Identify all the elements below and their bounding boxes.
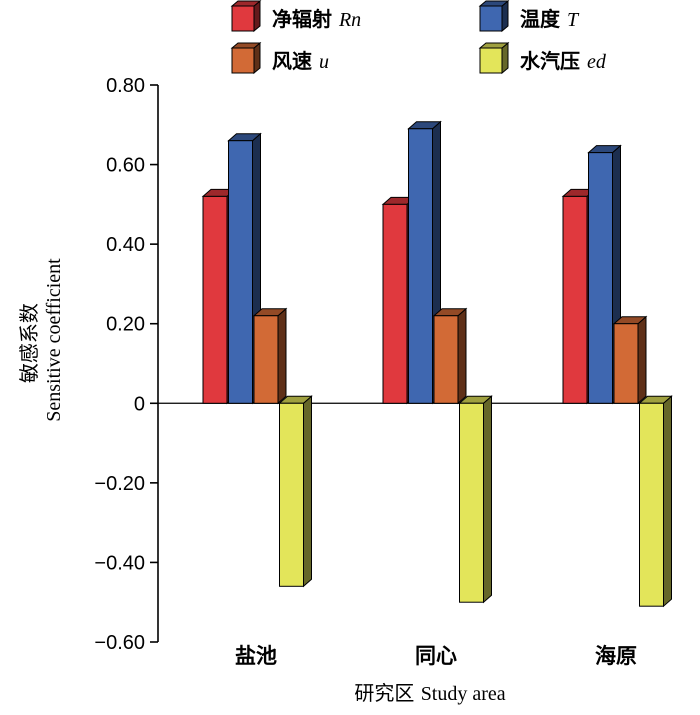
legend-name: 净辐射 xyxy=(272,7,339,31)
legend-swatch xyxy=(231,5,255,32)
x-axis-labels: 盐池 同心 海原 xyxy=(235,644,637,668)
bar-ed-2 xyxy=(458,395,493,604)
y-axis-title-en: Sensitive coefficient xyxy=(43,258,65,422)
bar-front xyxy=(588,152,613,404)
bar-side xyxy=(483,395,492,604)
bar-front xyxy=(253,315,279,404)
legend-symbol: T xyxy=(567,9,580,31)
bar-u-2 xyxy=(432,307,468,405)
x-tick-label: 海原 xyxy=(595,644,637,668)
legend-item-ed: 水汽压 ed xyxy=(478,41,607,75)
bar-front xyxy=(202,195,228,404)
legend-swatch xyxy=(479,47,503,74)
legend-item-Rn: 净辐射 Rn xyxy=(230,0,361,33)
bar-front xyxy=(639,402,664,607)
bar-ed-1 xyxy=(278,395,313,588)
bar-front xyxy=(459,402,484,603)
y-tick-label: 0.60 xyxy=(106,155,145,177)
x-axis-title-en: Study area xyxy=(421,683,506,705)
bar-u-1 xyxy=(252,307,288,405)
legend: 净辐射 Rn 温度 T 风速 u 水汽压 ed xyxy=(230,0,607,75)
bar-front xyxy=(408,128,433,404)
bar-front xyxy=(382,203,408,404)
y-tick-label: −0.20 xyxy=(94,473,145,495)
bar-side xyxy=(457,307,467,405)
legend-label: 净辐射 Rn xyxy=(272,7,361,31)
legend-symbol: u xyxy=(319,51,329,73)
y-axis-title: 敏感系数 Sensitive coefficient xyxy=(17,258,65,422)
legend-label: 风速 u xyxy=(272,49,329,73)
bar-T-1 xyxy=(227,132,262,405)
legend-item-u: 风速 u xyxy=(230,41,329,75)
x-axis-title: 研究区 Study area xyxy=(354,681,505,705)
bars xyxy=(201,120,673,608)
legend-symbol: Rn xyxy=(338,9,361,31)
bar-front xyxy=(228,140,253,404)
x-tick-label: 盐池 xyxy=(235,644,277,668)
y-axis: 0.80 0.60 0.40 0.20 0 −0.20 −0.40 −0.60 xyxy=(94,75,672,654)
legend-name: 温度 xyxy=(520,7,567,31)
legend-swatch xyxy=(231,47,255,74)
legend-label: 水汽压 ed xyxy=(520,49,607,73)
y-tick-label: 0.20 xyxy=(106,314,145,336)
bar-side xyxy=(637,315,647,405)
bar-side xyxy=(663,395,672,608)
legend-swatch xyxy=(479,5,503,32)
bar-u-3 xyxy=(612,315,648,405)
bar-side xyxy=(277,307,287,405)
legend-label: 温度 T xyxy=(520,7,580,31)
y-tick-label: −0.40 xyxy=(94,552,145,574)
legend-name: 风速 xyxy=(272,49,319,73)
x-axis-title-cn: 研究区 xyxy=(354,681,414,705)
bar-side xyxy=(303,395,312,588)
bar-front xyxy=(562,195,588,404)
x-tick-label: 同心 xyxy=(415,644,457,668)
bar-front xyxy=(279,402,304,587)
legend-name: 水汽压 xyxy=(520,49,587,73)
y-tick-label: 0.80 xyxy=(106,75,145,97)
bar-front xyxy=(613,323,639,404)
bar-ed-3 xyxy=(638,395,673,608)
y-axis-title-cn: 敏感系数 xyxy=(17,303,41,383)
y-tick-label: 0.40 xyxy=(106,234,145,256)
legend-item-T: 温度 T xyxy=(478,0,580,33)
y-tick-label: 0 xyxy=(134,393,145,415)
y-tick-label: −0.60 xyxy=(94,632,145,654)
bar-front xyxy=(433,315,459,404)
legend-symbol: ed xyxy=(587,51,607,73)
